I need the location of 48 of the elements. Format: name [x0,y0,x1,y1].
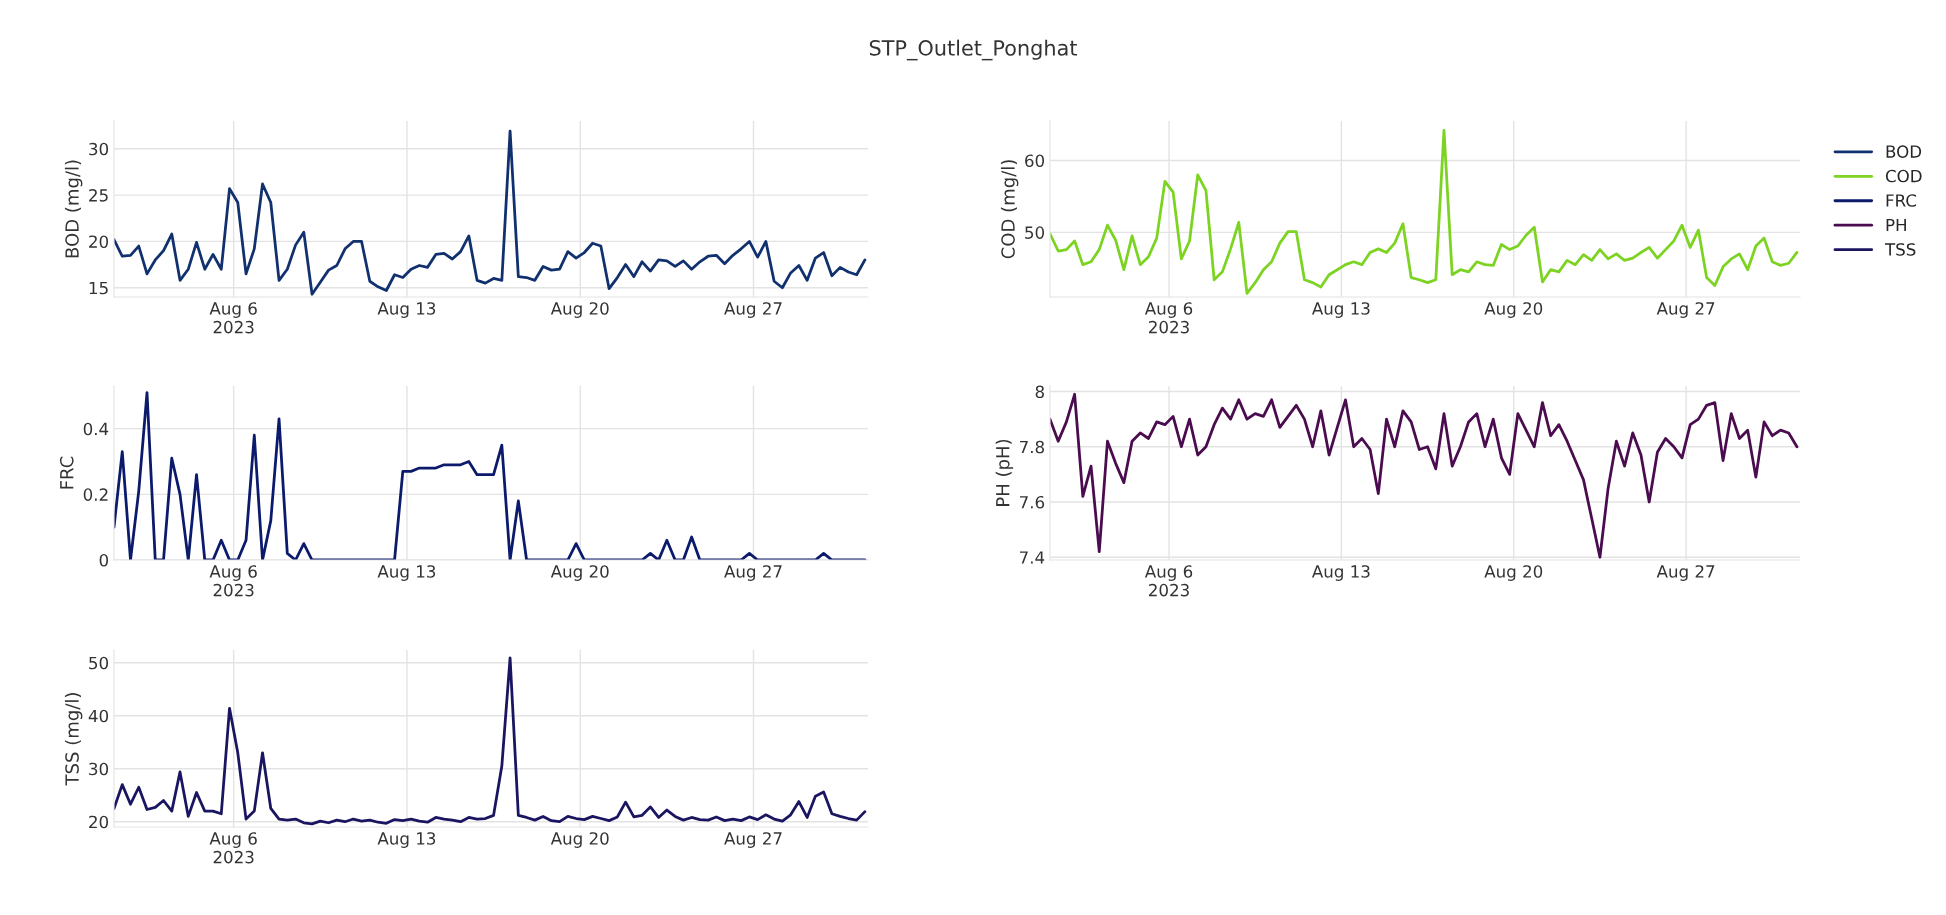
y-tick-label: 20 [89,235,109,248]
x-tick-label: Aug 6 2023 [209,832,257,864]
y-axis-title: PH (pH) [995,439,1014,506]
x-tick-label: Aug 27 [724,832,782,848]
y-tick-label: 20 [89,815,109,829]
x-tick-label: Aug 6 2023 [209,302,257,334]
x-tick-label: Aug 20 [1484,302,1543,318]
y-tick-label: 25 [89,189,108,202]
y-tick-label: 0 [99,553,109,567]
y-tick-label: 30 [89,762,109,776]
y-tick-label: 0.4 [83,422,109,436]
x-tick-label: Aug 20 [550,832,609,848]
y-tick-label: 7.8 [1020,440,1044,454]
text: TSS [1884,243,1916,256]
legend-label: BOD [1886,145,1922,158]
x-tick-label: Aug 20 [550,302,609,318]
x-tick-label: Aug 20 [1484,565,1543,581]
y-axis-title: COD (mg/l) [1000,160,1019,259]
x-tick-label: Aug 13 [377,565,436,581]
x-tick-label: Aug 6 2023 [1144,565,1193,597]
x-tick-label: Aug 27 [724,302,782,318]
x-tick-label: Aug 13 [377,302,436,318]
y-tick-label: 40 [88,709,109,723]
y-axis-title: FRC [59,456,74,489]
y-tick-label: 60 [1025,154,1045,168]
legend-label: FRC [1886,194,1917,207]
y-tick-label: 0.2 [83,488,108,501]
legend-label: PH [1886,218,1906,232]
y-axis-title: TSS (mg/l) [64,693,83,786]
y-tick-label: 7.6 [1020,495,1045,509]
y-tick-label: 8 [1035,385,1044,399]
y-tick-label: 50 [89,656,109,670]
x-tick-label: Aug 13 [377,832,436,848]
x-tick-label: Aug 27 [1656,302,1715,318]
x-tick-label: Aug 13 [1311,302,1370,318]
y-axis-title: BOD (mg/l) [64,160,83,258]
y-tick-label: 15 [89,281,108,295]
x-tick-label: Aug 13 [1311,565,1370,581]
x-tick-label: Aug 6 2023 [1144,302,1193,334]
y-tick-label: 7.4 [1020,551,1045,564]
x-tick-label: Aug 20 [550,565,609,581]
text: STP_Outlet_Ponghat [869,39,1078,61]
y-tick-label: 50 [1025,226,1045,239]
x-tick-label: Aug 27 [724,565,782,581]
y-tick-label: 30 [89,142,109,156]
x-tick-label: Aug 6 2023 [209,565,257,597]
x-tick-label: Aug 27 [1656,565,1715,581]
legend-label: COD [1885,169,1922,183]
